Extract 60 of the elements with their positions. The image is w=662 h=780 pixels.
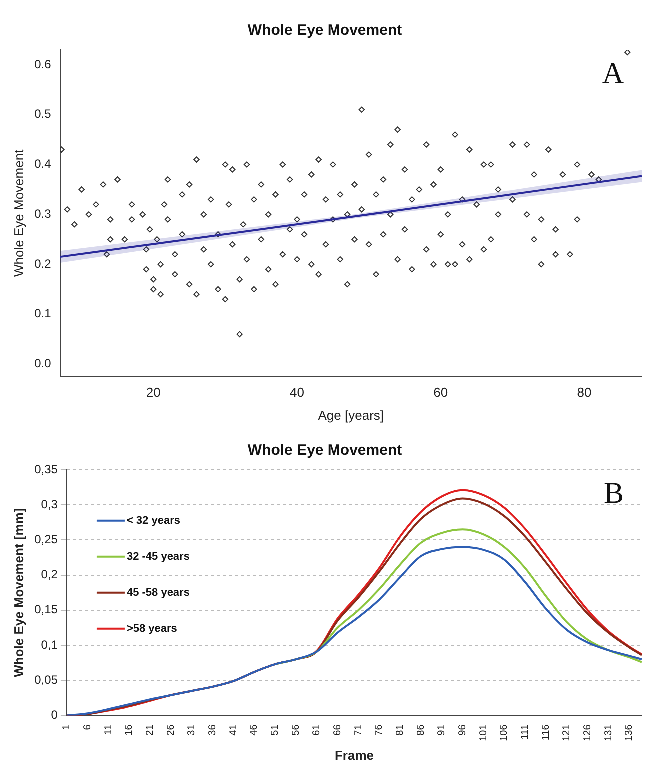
x-tick-label: 136: [624, 724, 636, 742]
x-tick-label: 1: [62, 724, 73, 730]
x-tick-label: 36: [208, 724, 219, 736]
y-tick-label: 0.0: [34, 356, 52, 371]
y-tick-label: 0,25: [34, 532, 58, 547]
x-tick-label: 81: [395, 724, 406, 736]
x-axis-title: Frame: [334, 748, 374, 763]
y-tick-label: 0,2: [41, 568, 58, 582]
chart-title: Whole Eye Movement: [248, 22, 402, 40]
x-tick-label: 131: [603, 724, 614, 742]
y-tick-label: 0.3: [34, 206, 52, 221]
x-tick-label: 51: [270, 724, 282, 736]
x-tick-label: 11: [103, 724, 114, 736]
x-tick-label: 41: [228, 724, 240, 736]
x-tick-label: 126: [582, 724, 594, 742]
legend-label: >58 years: [126, 622, 178, 635]
y-tick-label: 0,1: [41, 638, 58, 652]
x-tick-label: 60: [434, 385, 448, 400]
x-tick-label: 101: [478, 724, 490, 742]
y-tick-label: 0.1: [34, 306, 52, 321]
legend-label: 45 -58 years: [126, 586, 190, 599]
annotation: B: [604, 476, 624, 510]
y-axis-title: Whole Eye Movement [mm]: [11, 508, 26, 678]
x-tick-label: 76: [374, 724, 386, 736]
chart-title: Whole Eye Movement: [248, 442, 402, 460]
y-axis-title: Whole Eye Movement: [11, 149, 26, 277]
x-tick-label: 80: [577, 385, 592, 400]
x-tick-label: 61: [312, 724, 323, 736]
y-tick-label: 0.6: [34, 57, 52, 72]
x-tick-label: 21: [145, 724, 156, 736]
y-tick-label: 0,05: [34, 672, 58, 687]
annotation: A: [602, 56, 624, 90]
y-tick-label: 0,3: [41, 497, 58, 512]
x-tick-label: 26: [166, 724, 177, 736]
x-tick-label: 31: [186, 724, 198, 736]
y-tick-label: 0.4: [34, 157, 52, 172]
x-tick-label: 40: [290, 385, 305, 400]
x-tick-label: 16: [124, 724, 136, 736]
x-axis-title: Age [years]: [318, 408, 384, 423]
y-tick-label: 0,15: [34, 602, 58, 617]
line-series: [274, 528, 642, 666]
y-tick-label: 0.5: [34, 107, 52, 122]
x-tick-label: 56: [290, 724, 302, 736]
x-tick-label: 121: [562, 724, 573, 742]
y-tick-label: 0.2: [34, 256, 52, 271]
y-tick-label: 0: [51, 708, 58, 722]
x-tick-label: 20: [146, 385, 161, 400]
x-tick-label: 6: [82, 724, 94, 730]
x-tick-label: 106: [499, 724, 510, 742]
x-tick-label: 116: [540, 724, 552, 741]
x-tick-label: 91: [436, 724, 448, 736]
legend-label: < 32 years: [126, 514, 180, 527]
y-tick-label: 0,35: [34, 462, 58, 476]
x-tick-label: 66: [332, 724, 344, 736]
x-tick-label: 96: [458, 724, 469, 736]
x-tick-label: 71: [353, 724, 364, 736]
x-tick-label: 111: [520, 724, 532, 740]
x-tick-label: 46: [249, 724, 260, 736]
x-tick-label: 86: [416, 724, 427, 736]
legend-label: 32 -45 years: [126, 550, 190, 563]
